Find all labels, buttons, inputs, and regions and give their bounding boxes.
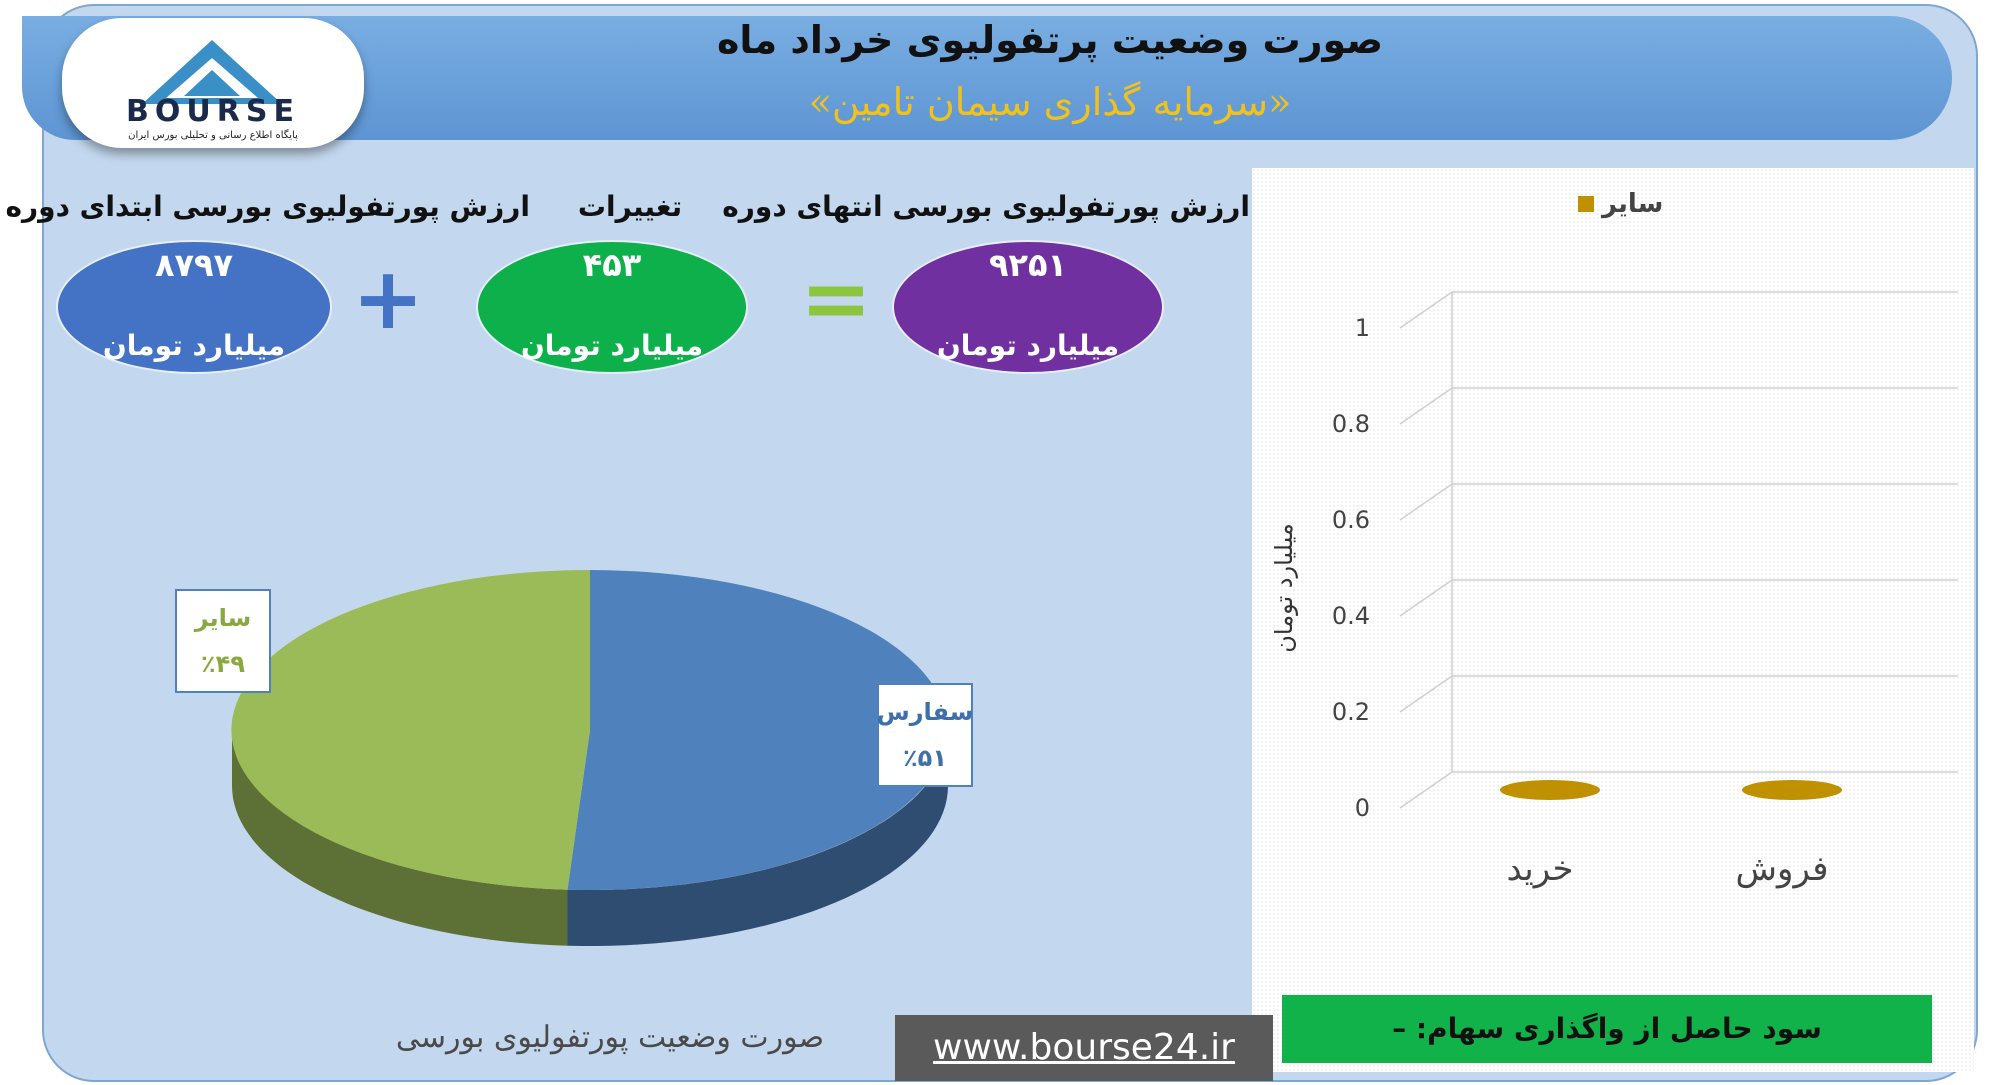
bar-y-tick-2: 0.4 <box>1332 602 1370 630</box>
end-value-unit: میلیارد تومان <box>936 329 1120 362</box>
bar-chart-panel <box>1252 168 1974 1072</box>
pie-labels-layer: سفارس ٪۵۱ سایر ٪۴۹ <box>175 589 974 787</box>
bar-cap-0 <box>1500 780 1600 800</box>
start-value-label: ارزش پورتفولیوی بورسی ابتدای دوره <box>5 190 530 223</box>
bar-gridline-2 <box>1399 579 1958 617</box>
bar-category-1: فروش <box>1736 849 1829 889</box>
pie-label-name-1: سایر <box>194 604 252 632</box>
bar-gridline-0 <box>1399 771 1958 809</box>
bar-y-axis-label: میلیارد تومان <box>1270 523 1298 652</box>
bar-gridline-3 <box>1399 483 1958 521</box>
bar-y-tick-5: 1 <box>1355 314 1370 342</box>
pie-label-pct-1: ٪۴۹ <box>201 650 245 678</box>
end-value-number: ۹۲۵۱ <box>988 246 1068 284</box>
plus-sign: + <box>352 249 425 349</box>
bar-marks <box>1500 780 1842 800</box>
pie-side-1 <box>232 730 568 946</box>
bar-y-tick-4: 0.8 <box>1332 410 1370 438</box>
bar-y-tick-0: 0 <box>1355 794 1370 822</box>
pie-slice-1 <box>231 569 590 890</box>
share-sale-profit: سود حاصل از واگذاری سهام: – <box>1282 995 1932 1063</box>
pie-slice-0 <box>567 570 948 890</box>
bar-gridline-4 <box>1399 387 1958 425</box>
page-title: صورت وضعیت پرتفولیوی خرداد ماه <box>716 18 1384 62</box>
start-value-unit: میلیارد تومان <box>102 329 286 362</box>
bar-legend: سایر <box>1578 189 1663 219</box>
bar-y-ticks: 0 0.2 0.4 0.6 0.8 1 <box>1332 314 1370 822</box>
equals-sign: = <box>800 249 873 349</box>
pie-side-0 <box>567 730 948 946</box>
bar-y-tick-1: 0.2 <box>1332 698 1370 726</box>
bourse24-logo: BOURSE پایگاه اطلاع رسانی و تحلیلی بورس … <box>62 18 364 148</box>
pie-label-box-0 <box>877 683 973 787</box>
legend-swatch-icon <box>1578 196 1594 212</box>
bar-gridline-1 <box>1399 675 1958 713</box>
bar-grid <box>1399 291 1958 809</box>
legend-label: سایر <box>1600 189 1663 219</box>
end-value-oval: ۹۲۵۱ میلیارد تومان <box>892 240 1164 374</box>
logo-mark-icon <box>142 40 282 104</box>
start-value-oval: ۸۷۹۷ میلیارد تومان <box>56 240 332 374</box>
end-value-label: ارزش پورتفولیوی بورسی انتهای دوره <box>722 190 1250 223</box>
page-subtitle: «سرمایه گذاری سیمان تامین» <box>808 80 1292 124</box>
logo-text: BOURSE <box>126 94 300 129</box>
pie-top-layer <box>231 569 948 890</box>
bar-y-tick-3: 0.6 <box>1332 506 1370 534</box>
pie-caption: صورت وضعیت پورتفولیوی بورسی <box>395 1020 825 1055</box>
bar-categories: خرید فروش <box>1506 849 1828 889</box>
change-unit: میلیارد تومان <box>520 329 704 362</box>
start-value-number: ۸۷۹۷ <box>154 246 234 284</box>
pie-depth-layer <box>232 730 948 946</box>
pie-label-pct-0: ٪۵۱ <box>903 744 947 772</box>
logo-tagline: پایگاه اطلاع رسانی و تحلیلی بورس ایران <box>128 130 298 141</box>
change-number: ۴۵۳ <box>582 246 642 284</box>
pie-label-box-1 <box>175 589 271 693</box>
pie-label-name-0: سفارس <box>877 698 974 726</box>
bar-category-0: خرید <box>1506 849 1573 889</box>
trade-bar-chart: 0 0.2 0.4 0.6 0.8 1 خرید فروش سایر میلیارد توم… <box>1270 189 1958 889</box>
portfolio-pie-chart: سفارس ٪۵۱ سایر ٪۴۹ <box>175 569 974 946</box>
site-url-link[interactable]: www.bourse24.ir <box>895 1015 1273 1081</box>
bar-cap-1 <box>1742 780 1842 800</box>
change-oval: ۴۵۳ میلیارد تومان <box>476 240 748 374</box>
bar-gridline-5 <box>1399 291 1958 329</box>
change-label: تغییرات <box>577 190 683 223</box>
